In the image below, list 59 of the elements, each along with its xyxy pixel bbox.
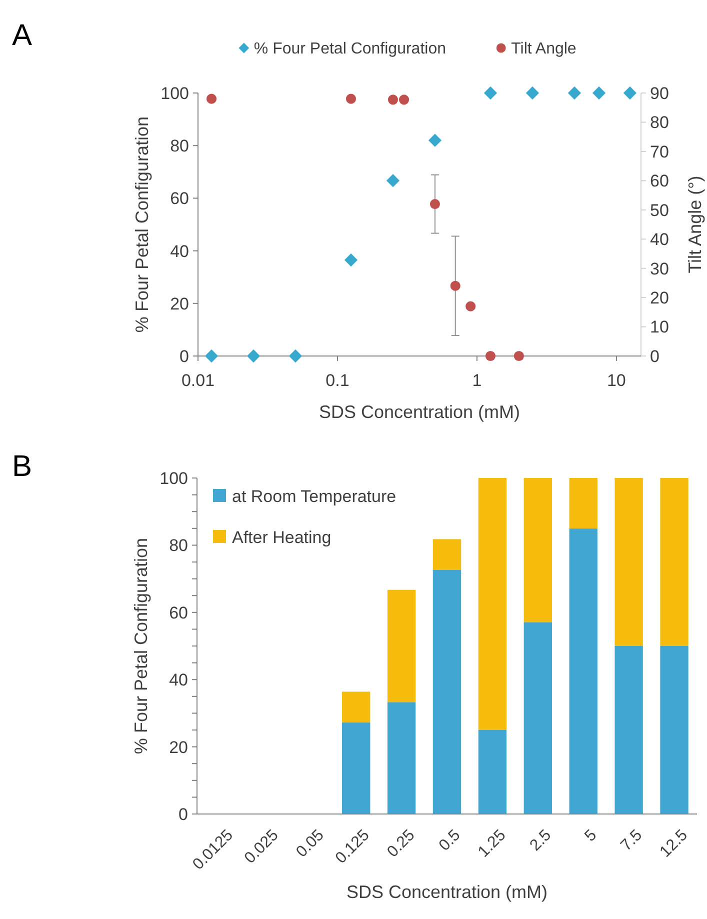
x-tick-label: 0.1 [326, 371, 350, 390]
y-tick-label: 40 [169, 670, 188, 690]
y2-tick-label: 50 [650, 200, 669, 220]
y2-tick-label: 0 [650, 346, 660, 366]
x-tick-label: 0.25 [384, 826, 418, 861]
bar [614, 646, 643, 814]
legend-label: After Heating [232, 528, 332, 547]
y2-tick-label: 40 [650, 230, 669, 250]
y-tick-label: 0 [180, 346, 189, 366]
bar [342, 722, 370, 814]
bar [478, 478, 507, 730]
bar [569, 528, 598, 814]
x-tick-label: 5 [582, 826, 600, 846]
y2-tick-label: 10 [650, 318, 669, 337]
x-tick-label: 1 [472, 371, 482, 390]
y2-tick-label: 70 [650, 142, 669, 162]
y2-tick-label: 90 [650, 84, 669, 103]
y-axis-title: % Four Petal Configuration [131, 538, 151, 754]
y2-tick-label: 60 [650, 172, 669, 191]
text: A [12, 19, 32, 52]
bar [387, 590, 416, 702]
bar [478, 730, 507, 814]
x-tick-label: 2.5 [526, 826, 555, 854]
y-tick-label: 60 [169, 603, 188, 622]
y-tick-label: 100 [160, 468, 188, 488]
bar [660, 478, 688, 646]
y-tick-label: 60 [170, 189, 189, 208]
bar [342, 692, 370, 722]
y2-tick-label: 30 [650, 259, 669, 278]
y-tick-label: 80 [170, 136, 189, 156]
y-tick-label: 20 [170, 294, 189, 314]
x-tick-label: 0.5 [436, 826, 464, 854]
bar [524, 478, 552, 622]
legend-label: % Four Petal Configuration [254, 40, 446, 58]
x-axis-title: SDS Concentration (mM) [318, 402, 520, 422]
y-tick-label: 0 [178, 804, 188, 824]
bar [569, 478, 598, 528]
x-tick-label: 0.01 [181, 371, 215, 390]
legend-label: at Room Temperature [232, 486, 396, 506]
bar [432, 539, 462, 570]
y2-tick-label: 20 [650, 288, 669, 308]
legend-label: Tilt Angle [511, 40, 576, 58]
bar [524, 622, 552, 814]
y-axis-title: % Four Petal Configuration [132, 116, 152, 333]
x-tick-label: 10 [606, 371, 626, 390]
x-tick-label: 7.5 [618, 826, 646, 854]
bar [387, 702, 416, 814]
bar [660, 646, 688, 814]
y-tick-label: 20 [169, 738, 188, 757]
x-axis-title: SDS Concentration (mM) [346, 882, 548, 902]
text: B [12, 450, 32, 483]
bar [614, 478, 643, 646]
x-tick-label: 0.05 [293, 826, 328, 861]
bar [432, 570, 462, 814]
y2-axis-title: Tilt Angle (°) [685, 176, 705, 274]
y2-tick-label: 80 [650, 113, 669, 132]
y-tick-label: 40 [170, 242, 189, 261]
y-tick-label: 80 [169, 536, 188, 556]
y-tick-label: 100 [160, 84, 189, 103]
